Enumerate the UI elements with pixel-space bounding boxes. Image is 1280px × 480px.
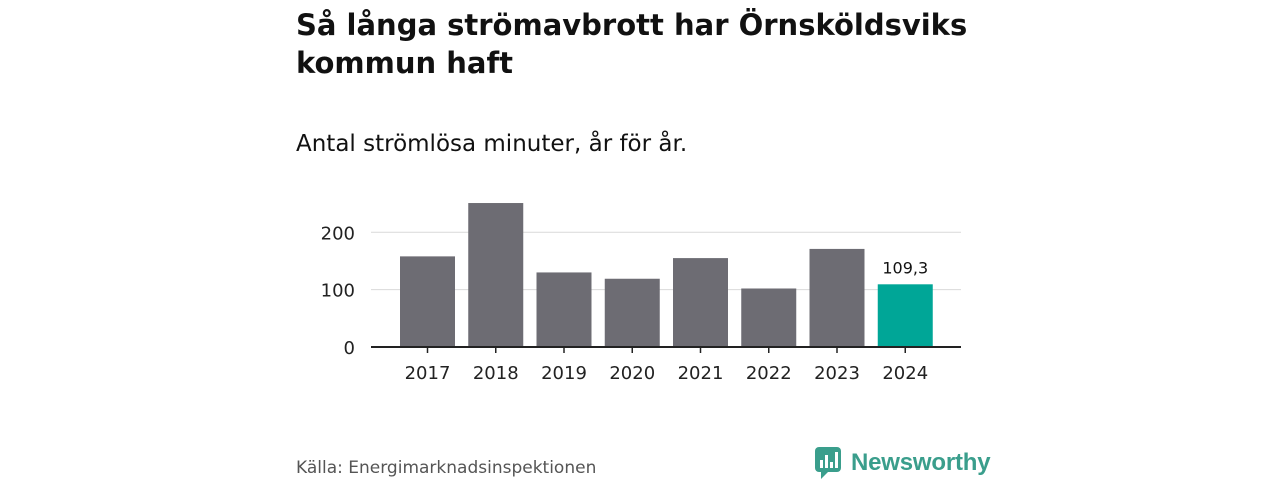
bar-2023 [809,248,865,347]
brand-name: Newsworthy [851,449,991,476]
x-tick-label-2018: 2018 [473,363,519,384]
data-label-2024: 109,3 [882,258,928,277]
x-tick-label-2020: 2020 [609,363,655,384]
y-tick-label: 200 [321,223,355,244]
bar-2022 [741,288,797,347]
bar-2017 [400,256,455,347]
x-tick-label-2017: 2017 [405,363,451,384]
x-tick-label-2021: 2021 [678,363,724,384]
bar-2020 [604,278,660,347]
bar-chart: 0 100 200 2017 2018 2019 2020 2021 2022 2023 2024 1… [321,203,961,384]
y-tick-label: 100 [321,281,355,302]
source-credit: Källa: Energimarknadsinspektionen [296,458,597,478]
gridlines [371,231,961,291]
newsworthy-logo-icon [815,447,841,479]
bar-2019 [536,272,592,347]
chart-title: Så långa strömavbrott har Örnsköldsviks … [296,8,968,80]
bar-2024 [877,284,933,347]
x-tick-label-2022: 2022 [746,363,792,384]
newsworthy-logo: Newsworthy [814,446,991,480]
bars [400,203,933,347]
bar-2021 [673,258,728,347]
chart-subtitle: Antal strömlösa minuter, år för år. [296,131,688,157]
x-tick-label-2019: 2019 [541,363,587,384]
x-tick-label-2024: 2024 [882,363,928,384]
labels: 0 100 200 2017 2018 2019 2020 2021 2022 2023 2024 1… [321,223,929,384]
bar-2018 [468,203,524,347]
x-tick-label-2023: 2023 [814,363,860,384]
y-tick-label: 0 [344,338,355,359]
